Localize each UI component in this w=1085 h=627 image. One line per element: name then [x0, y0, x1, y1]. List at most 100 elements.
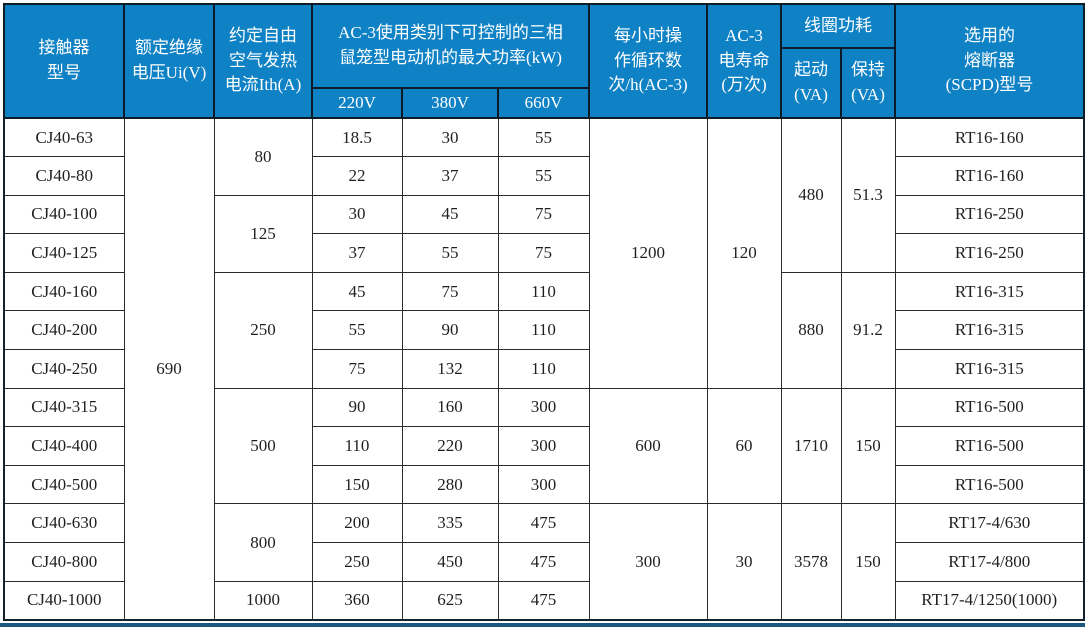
cell-fuse: RT16-250 [894, 194, 1085, 235]
cell-thermal: 80 [213, 117, 313, 196]
cell-kw380: 220 [401, 426, 499, 466]
cell-fuse: RT16-500 [894, 387, 1085, 428]
cell-model: CJ40-100 [3, 194, 125, 235]
header-cell-coil-start: 起动 (VA) [780, 47, 843, 119]
header-cell-fuse: 选用的 熔断器 (SCPD)型号 [894, 3, 1085, 119]
cell-coil_hold: 150 [840, 387, 896, 505]
table-row: CJ40-1000 1000 360 625 475 RT17-4/1250(1000) [3, 580, 1085, 621]
header-cell-model: 接触器 型号 [3, 3, 125, 119]
table-row: CJ40-200 55 90 110 RT16-315 [3, 310, 1085, 351]
cell-kw380: 160 [401, 387, 499, 428]
cell-coil_hold: 91.2 [840, 271, 896, 389]
cell-kw380: 90 [401, 310, 499, 351]
header-cell-life: AC-3 电寿命 (万次) [706, 3, 783, 119]
cell-kw380: 55 [401, 233, 499, 273]
table-row: CJ40-315 500 90 160 300 600 60 1710 150 RT16-500 [3, 387, 1085, 505]
cell-coil_hold: 150 [840, 503, 896, 621]
cell-life: 60 [706, 387, 782, 505]
cell-kw380: 30 [401, 117, 499, 158]
cell-coil_start: 3578 [780, 503, 842, 621]
header-cell-coil-hold: 保持 (VA) [840, 47, 897, 119]
cell-kw660: 75 [497, 194, 590, 235]
cell-life: 120 [706, 117, 782, 389]
table-row: CJ40-125 37 55 75 RT16-250 [3, 233, 1085, 273]
header-cell-660v: 660V [496, 87, 591, 119]
cell-thermal: 1000 [213, 580, 313, 621]
cell-kw220: 150 [311, 464, 403, 505]
cell-fuse: RT16-315 [894, 349, 1085, 389]
bottom-divider [0, 623, 1085, 627]
table-row: CJ40-100 125 30 45 75 RT16-250 [3, 194, 1085, 273]
cell-kw220: 45 [311, 271, 403, 312]
cell-kw220: 250 [311, 542, 403, 582]
cell-kw220: 110 [311, 426, 403, 466]
table-row: CJ40-630 800 200 335 475 300 30 3578 150 RT17-4/6… [3, 503, 1085, 621]
cell-kw660: 110 [497, 349, 590, 389]
table-row: CJ40-400 110 220 300 RT16-500 [3, 426, 1085, 466]
cell-fuse: RT16-250 [894, 233, 1085, 273]
cell-kw380: 625 [401, 580, 499, 621]
cell-model: CJ40-800 [3, 542, 125, 582]
cell-kw380: 37 [401, 156, 499, 196]
cell-kw660: 300 [497, 426, 590, 466]
table-header: 接触器 型号 额定绝缘 电压Ui(V) 约定自由 空气发热 电流Ith(A) A… [3, 3, 1085, 119]
cell-thermal: 800 [213, 503, 313, 582]
cell-model: CJ40-63 [3, 117, 125, 158]
cell-kw660: 475 [497, 542, 590, 582]
table-row: CJ40-800 250 450 475 RT17-4/800 [3, 542, 1085, 582]
cell-model: CJ40-500 [3, 464, 125, 505]
contactor-spec-table: 接触器 型号 额定绝缘 电压Ui(V) 约定自由 空气发热 电流Ith(A) A… [3, 3, 1085, 621]
cell-fuse: RT16-160 [894, 156, 1085, 196]
cell-model: CJ40-400 [3, 426, 125, 466]
cell-fuse: RT16-500 [894, 464, 1085, 505]
cell-kw660: 475 [497, 580, 590, 621]
cell-fuse: RT16-500 [894, 426, 1085, 466]
cell-kw380: 280 [401, 464, 499, 505]
cell-fuse: RT16-315 [894, 310, 1085, 351]
cell-kw660: 300 [497, 387, 590, 428]
cell-coil_start: 1710 [780, 387, 842, 505]
cell-kw660: 55 [497, 117, 590, 158]
cell-cycles: 600 [588, 387, 708, 505]
table-row: CJ40-160 250 45 75 110 880 91.2 RT16-315 [3, 271, 1085, 389]
cell-cycles: 300 [588, 503, 708, 621]
cell-fuse: RT16-315 [894, 271, 1085, 312]
cell-kw220: 360 [311, 580, 403, 621]
cell-kw380: 335 [401, 503, 499, 544]
header-cell-coil: 线圈功耗 [780, 3, 897, 49]
cell-kw660: 300 [497, 464, 590, 505]
cell-fuse: RT16-160 [894, 117, 1085, 158]
cell-fuse: RT17-4/630 [894, 503, 1085, 544]
cell-kw380: 132 [401, 349, 499, 389]
cell-coil_hold: 51.3 [840, 117, 896, 273]
cell-kw660: 475 [497, 503, 590, 544]
cell-kw220: 37 [311, 233, 403, 273]
cell-coil_start: 880 [780, 271, 842, 389]
cell-model: CJ40-1000 [3, 580, 125, 621]
cell-kw220: 22 [311, 156, 403, 196]
cell-model: CJ40-200 [3, 310, 125, 351]
header-cell-cycles: 每小时操 作循环数 次/h(AC-3) [588, 3, 709, 119]
cell-cycles: 1200 [588, 117, 708, 389]
cell-model: CJ40-160 [3, 271, 125, 312]
header-cell-thermal: 约定自由 空气发热 电流Ith(A) [213, 3, 313, 119]
cell-kw220: 75 [311, 349, 403, 389]
header-cell-220v: 220V [311, 87, 403, 119]
cell-kw220: 18.5 [311, 117, 403, 158]
cell-kw660: 110 [497, 310, 590, 351]
cell-model: CJ40-80 [3, 156, 125, 196]
cell-life: 30 [706, 503, 782, 621]
cell-thermal: 250 [213, 271, 313, 389]
header-cell-insulation: 额定绝缘 电压Ui(V) [123, 3, 215, 119]
header-cell-ac3-power: AC-3使用类别下可控制的三相 鼠笼型电动机的最大功率(kW) [310, 3, 591, 89]
cell-fuse: RT17-4/1250(1000) [894, 580, 1085, 621]
cell-kw660: 55 [497, 156, 590, 196]
cell-kw220: 55 [311, 310, 403, 351]
cell-kw220: 90 [311, 387, 403, 428]
cell-thermal: 500 [213, 387, 313, 505]
table-row: CJ40-80 22 37 55 RT16-160 [3, 156, 1085, 196]
cell-kw660: 110 [497, 271, 590, 312]
cell-model: CJ40-315 [3, 387, 125, 428]
cell-kw220: 30 [311, 194, 403, 235]
cell-kw380: 75 [401, 271, 499, 312]
